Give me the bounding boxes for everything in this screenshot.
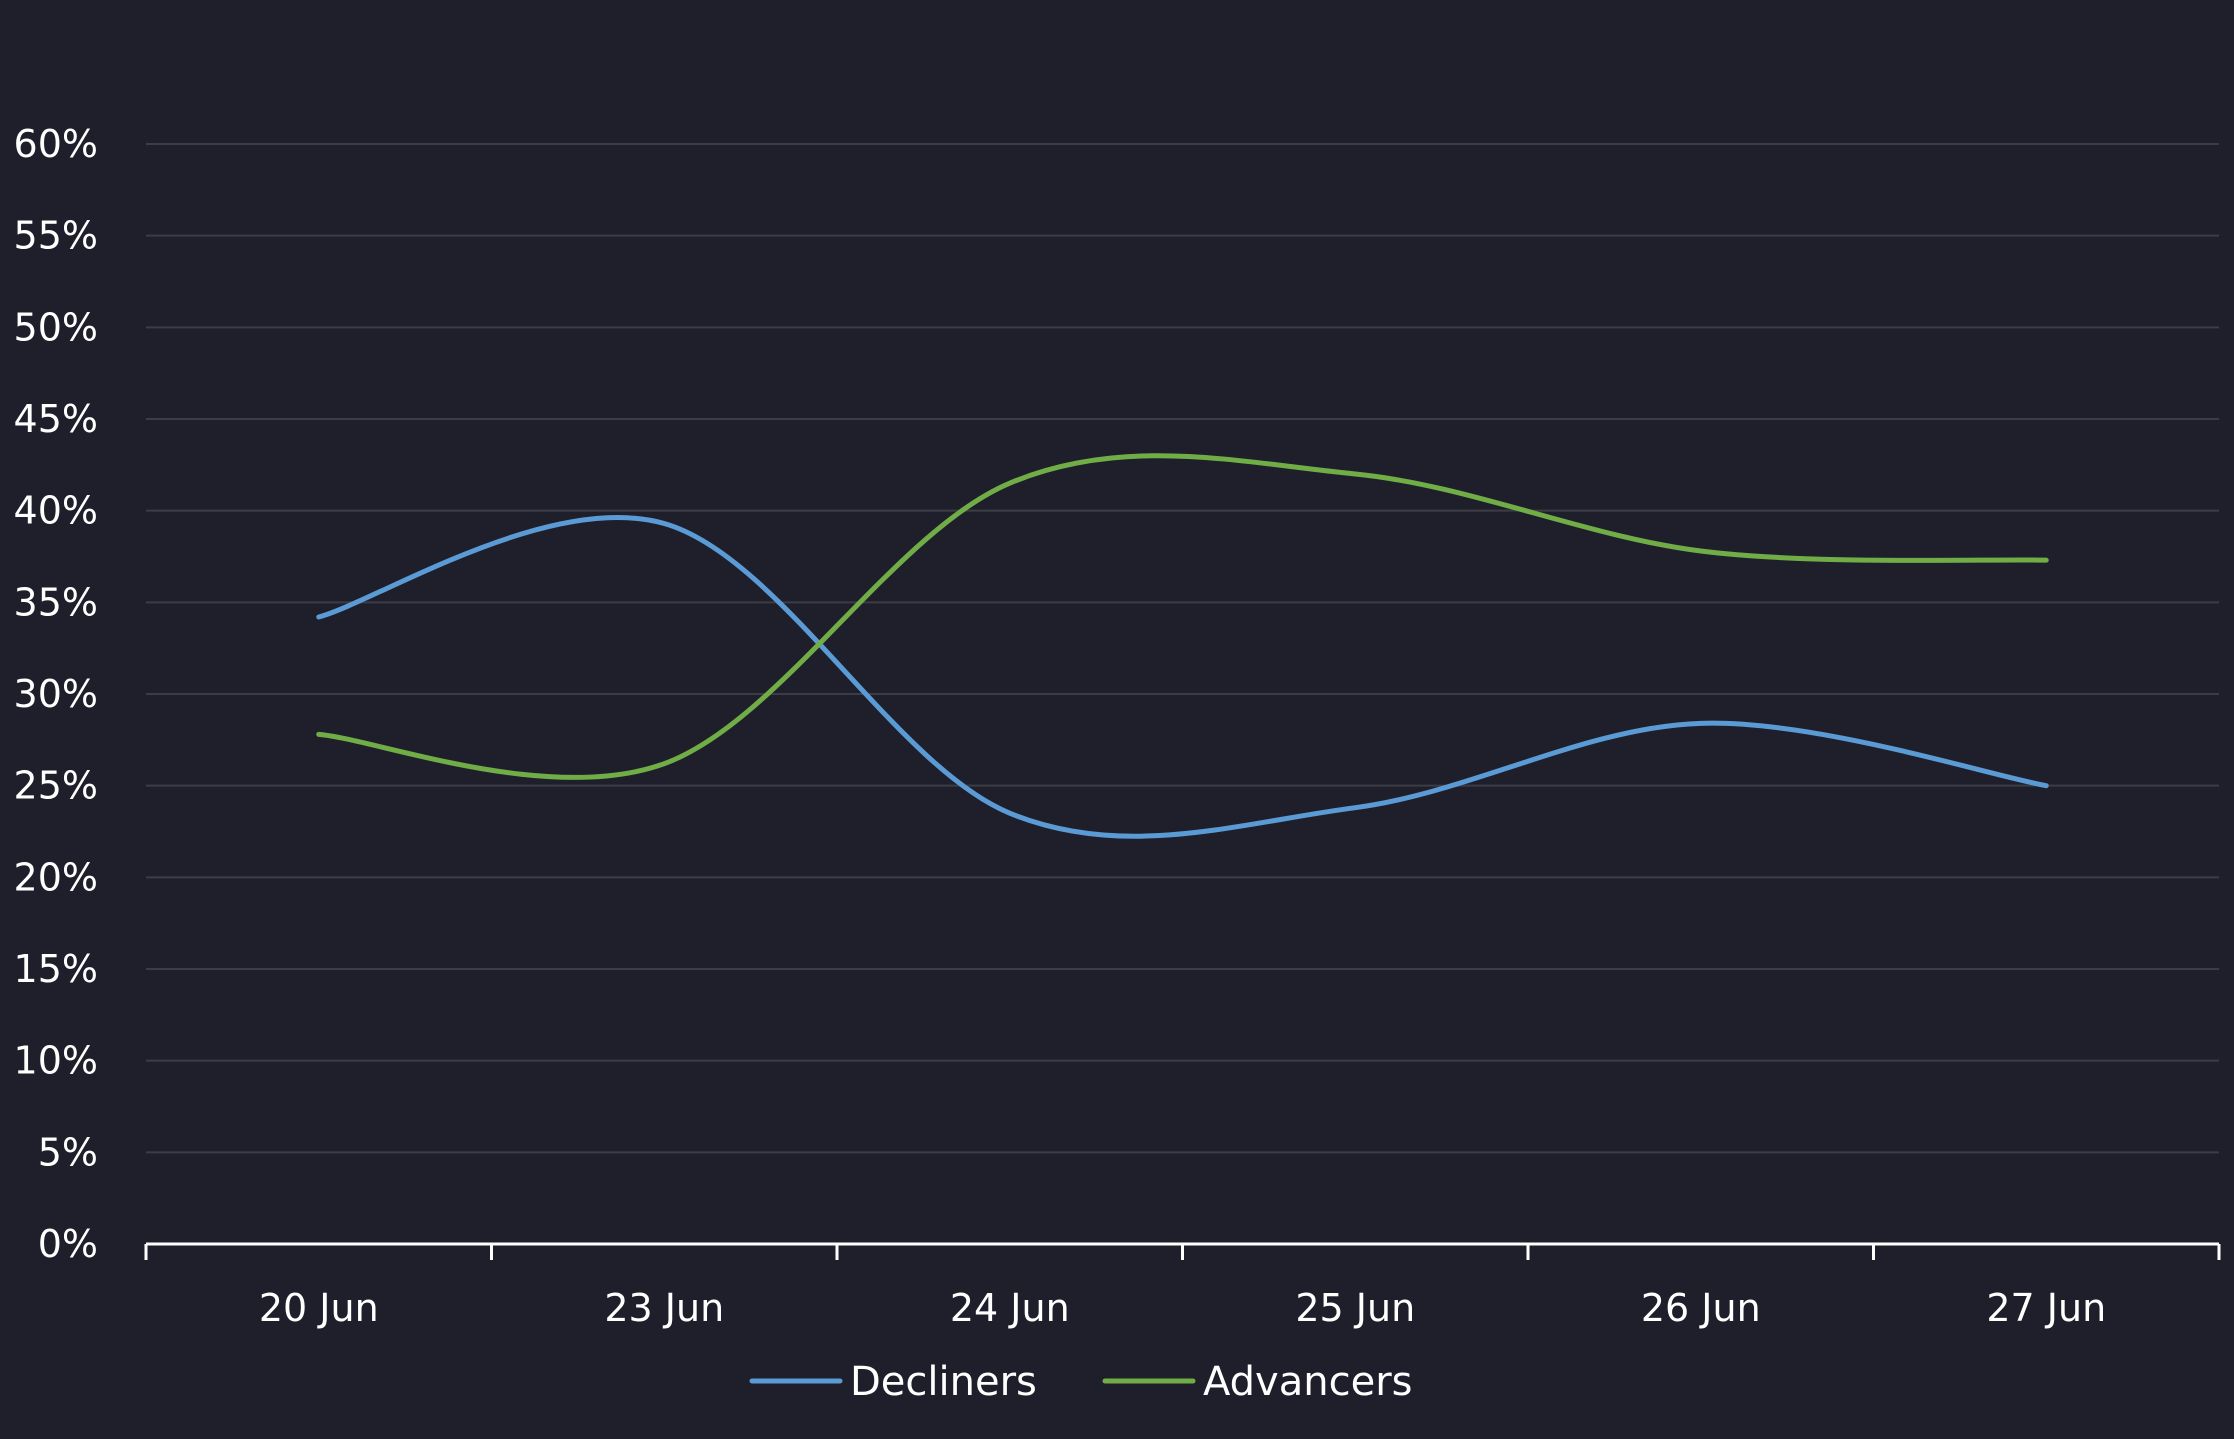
x-tick-label: 23 Jun	[604, 1286, 724, 1330]
series-line-advancers	[316, 453, 2049, 780]
legend: Decliners Advancers	[749, 1359, 1412, 1405]
y-tick-label: 35%	[14, 580, 98, 624]
x-tick-label: 20 Jun	[259, 1286, 379, 1330]
y-tick-label: 50%	[14, 305, 98, 349]
y-tick-label: 25%	[14, 764, 98, 808]
x-tick-label: 25 Jun	[1295, 1286, 1415, 1330]
y-axis: 0% 5% 10% 15% 20% 25% 30% 35% 40% 45% 50% 55% 60%	[14, 122, 98, 1266]
gridlines	[146, 143, 2219, 1154]
y-tick-label: 10%	[14, 1039, 98, 1083]
x-tick-label: 26 Jun	[1641, 1286, 1761, 1330]
series-line-decliners	[316, 515, 2049, 839]
y-tick-label: 20%	[14, 855, 98, 899]
x-tick-label: 24 Jun	[950, 1286, 1070, 1330]
x-axis: 20 Jun 23 Jun 24 Jun 25 Jun 26 Jun 27 Jun	[144, 1242, 2221, 1330]
y-tick-label: 0%	[38, 1222, 98, 1266]
y-tick-label: 30%	[14, 672, 98, 716]
x-tick-label: 27 Jun	[1986, 1286, 2106, 1330]
y-tick-label: 5%	[38, 1130, 98, 1174]
y-tick-label: 45%	[14, 397, 98, 441]
series-lines	[316, 453, 2049, 839]
legend-label-advancers: Advancers	[1203, 1359, 1412, 1405]
y-tick-label: 60%	[14, 122, 98, 166]
y-tick-label: 15%	[14, 947, 98, 991]
legend-label-decliners: Decliners	[850, 1359, 1037, 1405]
y-tick-label: 55%	[14, 214, 98, 258]
y-tick-label: 40%	[14, 489, 98, 533]
